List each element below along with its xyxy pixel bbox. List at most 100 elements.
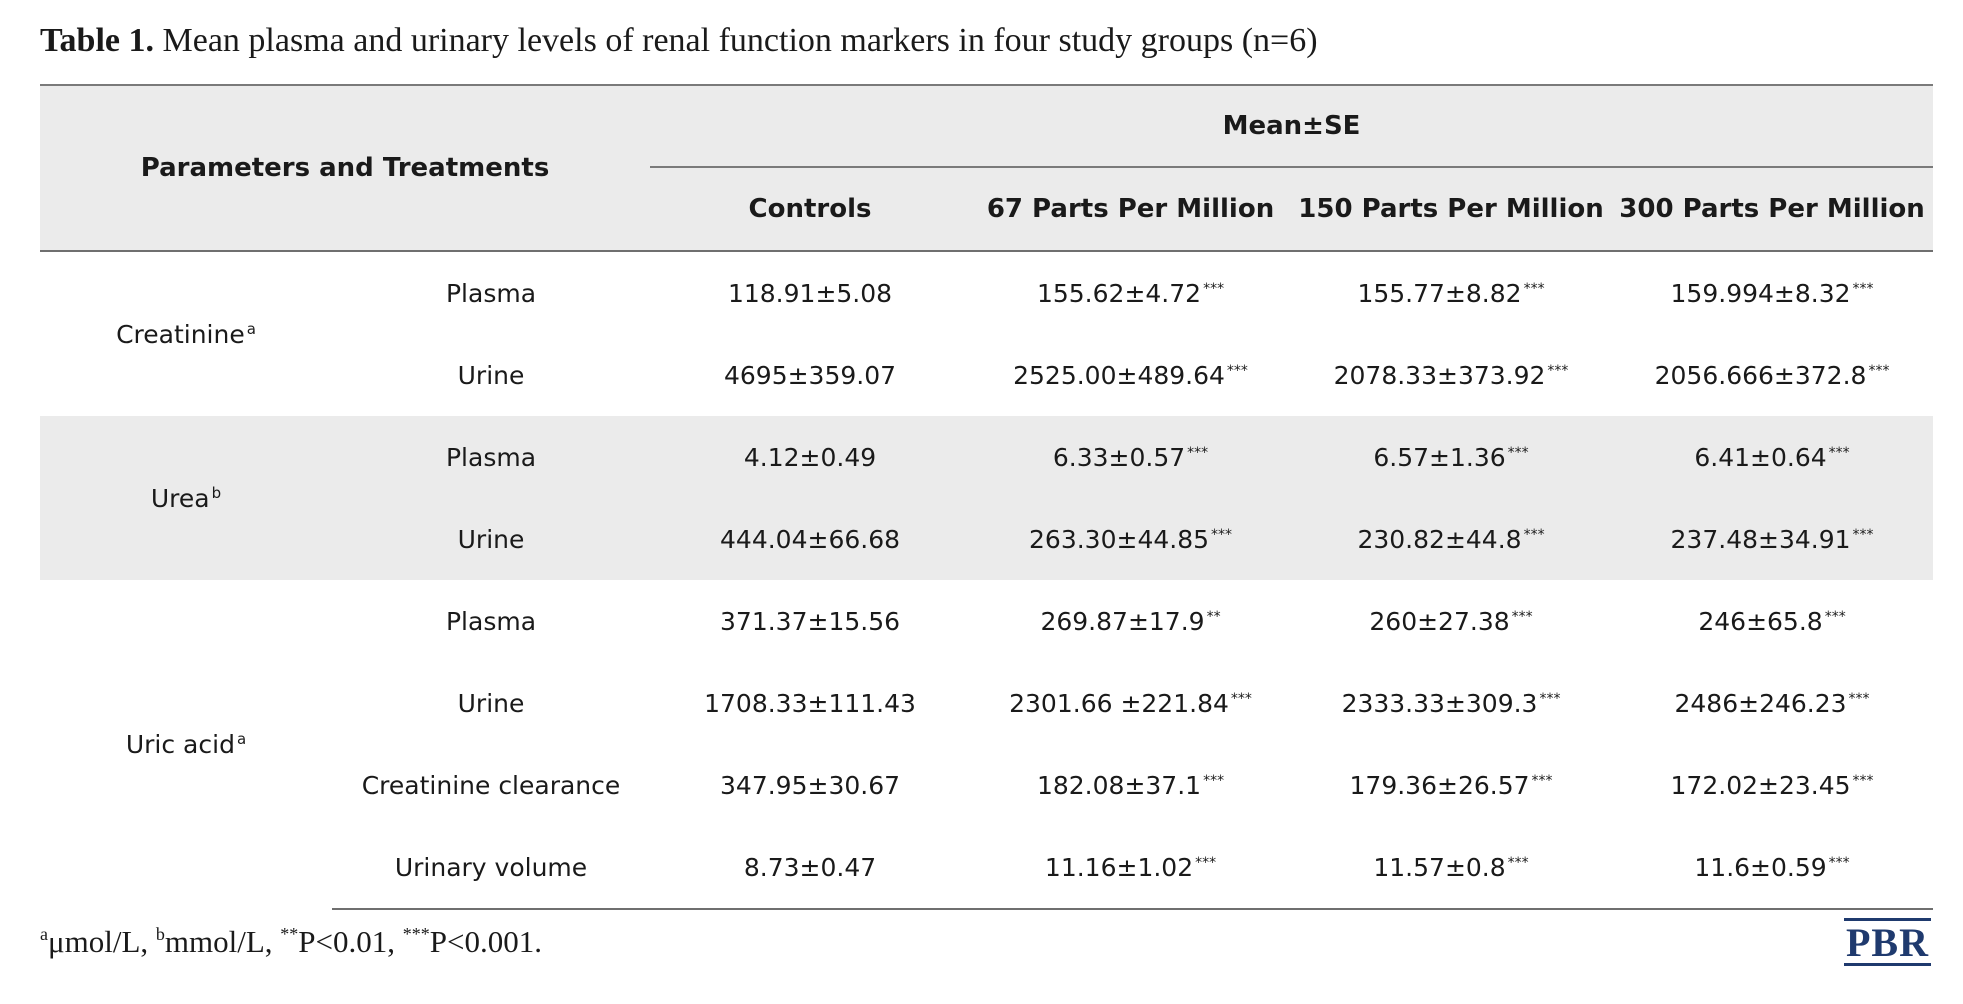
cell-value: 246±65.8 [1698, 606, 1823, 636]
significance-marker: *** [1828, 854, 1850, 871]
table-cell: 237.48±34.91 *** [1611, 498, 1934, 580]
table-cell: 179.36±26.57 *** [1291, 744, 1611, 826]
table-cell: 2301.66 ±221.84 *** [970, 662, 1291, 744]
group-label: Uric acid a [40, 580, 332, 909]
table-cell: 11.57±0.8 *** [1291, 826, 1612, 910]
table-row: Urea b Plasma 4.12±0.49 6.33±0.57 *** 6.57±1.3… [40, 416, 1934, 580]
significance-marker: *** [1547, 362, 1569, 379]
significance-marker: *** [1211, 526, 1233, 543]
footnote-b-text: mmol/L, [164, 924, 281, 959]
row-label: Urinary volume [332, 826, 651, 910]
significance-marker: *** [1868, 362, 1890, 379]
table-row: Uric acid a Plasma 371.37±15.56 269.87±17.9 *… [40, 580, 1933, 760]
significance-marker: *** [1203, 772, 1225, 789]
table-caption: Table 1. Mean plasma and urinary levels … [40, 22, 1318, 60]
table-row: Creatinine a Plasma 118.91±5.08 155.62±4.72 *… [40, 251, 1933, 349]
significance-marker: *** [1507, 854, 1529, 871]
row-label: Plasma [445, 278, 537, 308]
significance-marker: *** [1226, 362, 1248, 379]
table-cell: 371.37±15.56 [650, 580, 970, 662]
table-row: Urine 444.04±66.68 263.30±44.85 *** 230.82±4… [40, 498, 1934, 580]
table-cell: 172.02±23.45 *** [1611, 744, 1933, 826]
cell-value: 2486±246.23 [1674, 688, 1847, 718]
table-cell: 155.62±4.72 *** [970, 251, 1291, 334]
cell-value: 172.02±23.45 [1670, 770, 1851, 800]
cell-value: 159.994±8.32 [1670, 278, 1851, 308]
cell-value: 6.57±1.36 [1373, 442, 1506, 472]
table-cell: 6.57±1.36 *** [1291, 416, 1612, 498]
significance-marker: *** [1195, 854, 1217, 871]
header-col-controls: Controls [650, 167, 971, 252]
cell-value: 260±27.38 [1369, 606, 1510, 636]
footnote-a-marker: a [40, 924, 48, 944]
cell-value: 263.30±44.85 [1029, 524, 1210, 554]
table-cell: 260±27.38 *** [1291, 580, 1611, 662]
data-table: Parameters and Treatments Mean±SE Contro… [40, 84, 1934, 910]
header-parameters: Parameters and Treatments [40, 84, 651, 252]
cell-value: 237.48±34.91 [1670, 524, 1851, 554]
cell-value: 1708.33±111.43 [704, 688, 916, 718]
cell-value: 4695±359.07 [723, 360, 897, 390]
table-footnote: aμmol/L, bmmol/L, **P<0.01, ***P<0.001. [40, 924, 542, 960]
table-cell: 444.04±66.68 [650, 498, 971, 580]
table-cell: 159.994±8.32 *** [1611, 251, 1933, 334]
cell-value: 2078.33±373.92 [1333, 360, 1546, 390]
cell-value: 2301.66 ±221.84 [1009, 688, 1229, 718]
table-header: Parameters and Treatments Mean±SE Contro… [40, 84, 1934, 252]
table-row: Urinary volume 8.73±0.47 11.16±1.02 *** 11.5… [40, 826, 1934, 910]
row-label: Urine [332, 498, 651, 580]
table-cell: 2078.33±373.92 *** [1291, 334, 1611, 416]
cell-value: 2525.00±489.64 [1013, 360, 1225, 390]
footnote-p1-marker: ** [280, 924, 299, 944]
table-cell: 6.41±0.64 *** [1611, 416, 1934, 498]
significance-marker: *** [1531, 772, 1553, 789]
table-cell: 182.08±37.1 *** [970, 744, 1291, 826]
table-cell: 263.30±44.85 *** [970, 498, 1292, 580]
caption-text: Mean plasma and urinary levels of renal … [162, 22, 1318, 59]
cell-value: 155.77±8.82 [1357, 278, 1522, 308]
table-cell: 2486±246.23 *** [1611, 662, 1933, 744]
cell-value: 347.95±30.67 [720, 770, 901, 800]
row-label: Urine [457, 360, 525, 390]
table-cell: 2333.33±309.3 *** [1291, 662, 1611, 744]
cell-value: 11.16±1.02 [1044, 852, 1194, 882]
significance-marker: ** [1206, 608, 1221, 625]
header-mean-se: Mean±SE [650, 84, 1934, 168]
cell-value: 2056.666±372.8 [1654, 360, 1867, 390]
footnote-b-marker: b [155, 924, 165, 944]
cell-value: 6.33±0.57 [1052, 442, 1186, 472]
footnote-p1-text: P<0.01, [298, 924, 403, 959]
significance-marker: *** [1203, 280, 1225, 297]
group-label: Urea b [40, 416, 332, 580]
cell-value: 182.08±37.1 [1036, 770, 1202, 800]
significance-marker: *** [1848, 690, 1870, 707]
cell-value: 230.82±44.8 [1357, 524, 1522, 554]
table-cell: 4695±359.07 [650, 334, 970, 416]
significance-marker: *** [1523, 526, 1545, 543]
significance-marker: *** [1511, 608, 1533, 625]
significance-marker: *** [1187, 444, 1209, 461]
unit-marker: a [236, 730, 247, 748]
cell-value: 2333.33±309.3 [1341, 688, 1538, 718]
unit-marker: b [211, 483, 222, 502]
table-cell: 230.82±44.8 *** [1291, 498, 1612, 580]
data-table-container: Parameters and Treatments Mean±SE Contro… [40, 84, 1934, 910]
table-cell: 269.87±17.9 ** [970, 580, 1291, 662]
header-col-67ppm: 67 Parts Per Million [970, 167, 1292, 252]
journal-logo: PBR [1844, 918, 1931, 966]
cell-value: 371.37±15.56 [720, 606, 901, 636]
cell-value: 4.12±0.49 [743, 442, 877, 472]
table-cell: 246±65.8 *** [1611, 580, 1933, 662]
table-cell: 4.12±0.49 [650, 416, 971, 498]
footnote-a-text: μmol/L, [48, 924, 156, 959]
header-col-150ppm: 150 Parts Per Million [1291, 167, 1612, 252]
table-cell: 8.73±0.47 [650, 826, 971, 910]
caption-label: Table 1. [40, 22, 155, 59]
cell-value: 118.91±5.08 [727, 278, 893, 308]
table-cell: 155.77±8.82 *** [1291, 251, 1611, 334]
significance-marker: *** [1539, 690, 1561, 707]
cell-value: 155.62±4.72 [1036, 278, 1202, 308]
row-label: Plasma [445, 606, 537, 636]
table-cell: 118.91±5.08 [650, 251, 970, 334]
cell-value: 8.73±0.47 [743, 852, 877, 882]
